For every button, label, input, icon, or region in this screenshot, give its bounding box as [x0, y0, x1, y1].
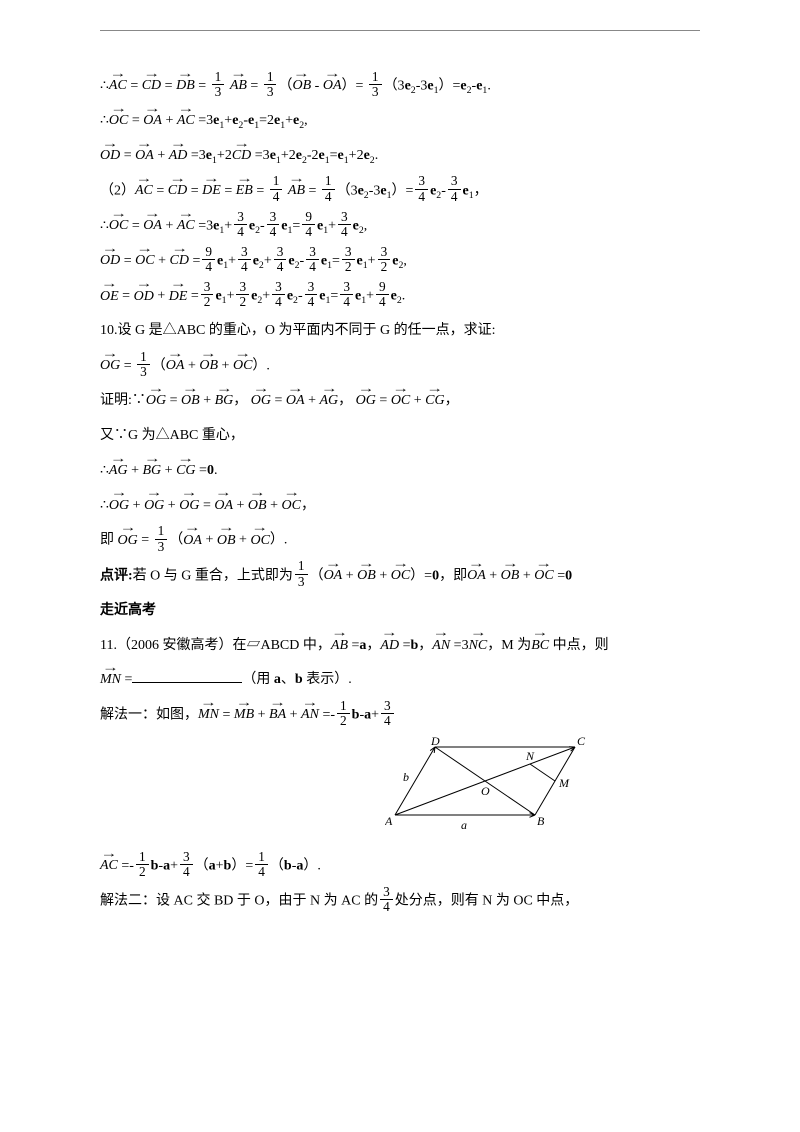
- eq-line-7: OE = OD + DE =32e1+32e2+34e2-34e1=34e1+9…: [100, 281, 700, 312]
- solution-1-cont: AC =-12b-a+34（a+b）=14（b-a）.: [100, 851, 700, 882]
- svg-text:B: B: [537, 814, 545, 828]
- problem-11-blank: MN =（用 a、b 表示）.: [100, 665, 700, 696]
- proof-line-1: 证明:∵OG = OB + BG， OG = OA + AG， OG = OC …: [100, 386, 700, 417]
- problem-11: 11.（2006 安徽高考）在▱ABCD 中，AB =a，AD =b，AN =3…: [100, 631, 700, 662]
- comment-line: 点评:若 O 与 G 重合，上式即为13（OA + OB + OC）=0，即OA…: [100, 561, 700, 592]
- svg-text:D: D: [430, 737, 440, 748]
- svg-text:N: N: [525, 749, 535, 763]
- svg-text:O: O: [481, 784, 490, 798]
- solution-2: 解法二：设 AC 交 BD 于 O，由于 N 为 AC 的34处分点，则有 N …: [100, 886, 700, 917]
- parallelogram-diagram: A B C D O N Ma b: [280, 737, 700, 845]
- svg-text:b: b: [403, 770, 409, 784]
- svg-text:A: A: [385, 814, 393, 828]
- svg-text:C: C: [577, 737, 586, 748]
- problem-10: 10.设 G 是△ABC 的重心，O 为平面内不同于 G 的任一点，求证:: [100, 316, 700, 347]
- solution-1: 解法一：如图，MN = MB + BA + AN =-12b-a+34: [100, 700, 700, 731]
- svg-text:M: M: [558, 776, 570, 790]
- svg-text:a: a: [461, 818, 467, 832]
